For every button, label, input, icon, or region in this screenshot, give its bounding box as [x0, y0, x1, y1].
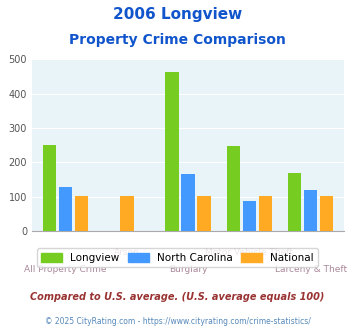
Bar: [181, 174, 195, 231]
Text: Motor Vehicle Theft: Motor Vehicle Theft: [206, 248, 293, 257]
Text: 2006 Longview: 2006 Longview: [113, 7, 242, 21]
Text: Burglary: Burglary: [169, 265, 207, 274]
Bar: [288, 173, 301, 231]
Legend: Longview, North Carolina, National: Longview, North Carolina, National: [37, 248, 318, 267]
Bar: [197, 196, 211, 231]
Bar: [258, 196, 272, 231]
Bar: [165, 72, 179, 231]
Bar: [120, 196, 133, 231]
Text: All Property Crime: All Property Crime: [24, 265, 107, 274]
Text: Arson: Arson: [114, 248, 140, 257]
Bar: [227, 146, 240, 231]
Text: © 2025 CityRating.com - https://www.cityrating.com/crime-statistics/: © 2025 CityRating.com - https://www.city…: [45, 317, 310, 326]
Text: Property Crime Comparison: Property Crime Comparison: [69, 33, 286, 47]
Bar: [304, 190, 317, 231]
Bar: [43, 145, 56, 231]
Bar: [320, 196, 333, 231]
Text: Larceny & Theft: Larceny & Theft: [275, 265, 347, 274]
Bar: [75, 196, 88, 231]
Bar: [59, 187, 72, 231]
Bar: [243, 201, 256, 231]
Text: Compared to U.S. average. (U.S. average equals 100): Compared to U.S. average. (U.S. average …: [30, 292, 325, 302]
